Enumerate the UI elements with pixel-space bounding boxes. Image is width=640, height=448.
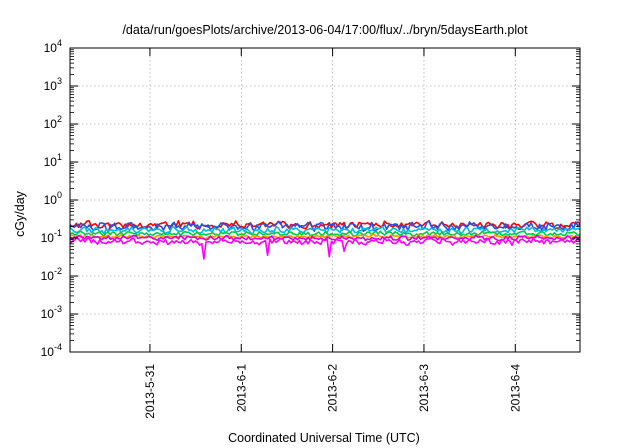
x-tick-label: 2013-6-3 [417,364,431,412]
y-axis-label: cGy/day [13,190,27,237]
grid [70,48,580,352]
series-line [69,219,581,230]
x-tick-label: 2013-6-1 [234,364,248,412]
chart-title: /data/run/goesPlots/archive/2013-06-04/1… [122,23,528,37]
series-line [69,230,581,238]
y-tick-label: 100 [44,190,62,207]
series-line [69,234,581,242]
series-line [69,220,581,233]
x-tick-label: 2013-5-31 [143,364,157,419]
x-tick-label: 2013-6-4 [508,364,522,412]
x-tick-label: 2013-6-2 [326,364,340,412]
y-tick-label: 102 [44,114,62,131]
x-axis-label: Coordinated Universal Time (UTC) [228,431,420,445]
y-tick-label: 10-2 [41,266,62,283]
y-tick-label: 10-4 [41,342,62,359]
series-line [69,237,581,260]
y-tick-label: 10-3 [41,304,62,321]
y-tick-label: 103 [44,76,62,93]
x-axis: 2013-5-31 2013-6-1 2013-6-2 2013-6-3 2013-6-… [143,48,522,419]
y-tick-label: 10-1 [41,228,62,245]
y-tick-label: 104 [44,38,62,55]
series-line [69,233,581,240]
y-tick-label: 101 [44,152,62,169]
series-group [69,219,581,260]
